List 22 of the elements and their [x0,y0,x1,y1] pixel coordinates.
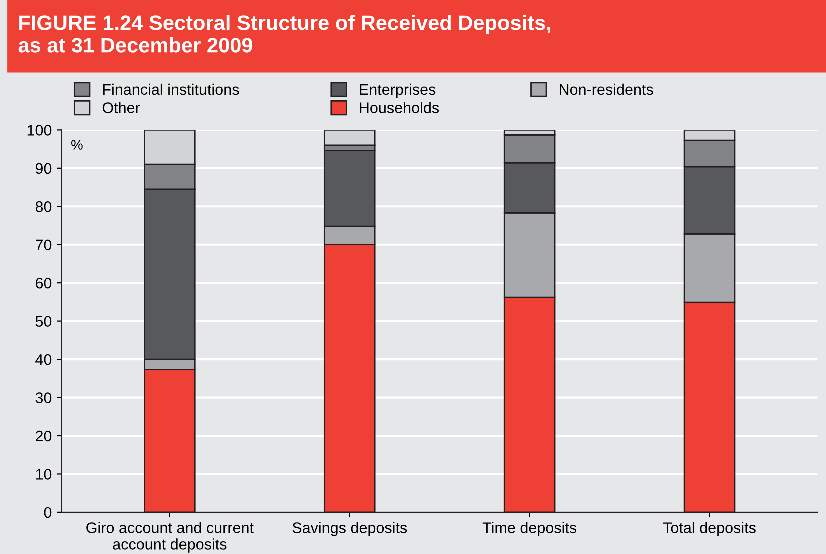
y-tick-label: 30 [36,392,52,404]
x-tick-label: Savings deposits [292,522,408,536]
y-tick-label: 80 [36,202,52,212]
legend-label: Enterprises [360,84,436,98]
y-tick-label: 50 [36,316,52,328]
y-tick-label: 20 [36,430,52,442]
chart-title: FIGURE 1.24 Sectoral Structure of Received Deposits, as at 31 December 2009 [18,15,551,53]
y-tick-label: 70 [36,240,52,251]
legend-label: Other [102,102,140,114]
legend-label: Financial institutions [103,84,240,96]
x-tick-label: Giro account and current account deposits [86,522,254,553]
y-tick-label: 90 [36,163,52,174]
y-tick-label: 60 [36,278,52,289]
y-tick-label: 40 [36,354,52,366]
y-tick-label: 10 [36,469,52,480]
y-tick-label: 0 [44,507,52,518]
y-tick-label: 100 [28,125,52,136]
x-tick-label: Time deposits [482,522,577,536]
legend-label: Non-residents [560,84,654,96]
y-axis-title: % [72,140,83,150]
x-tick-label: Total deposits [663,522,756,536]
legend-label: Households [360,102,440,114]
